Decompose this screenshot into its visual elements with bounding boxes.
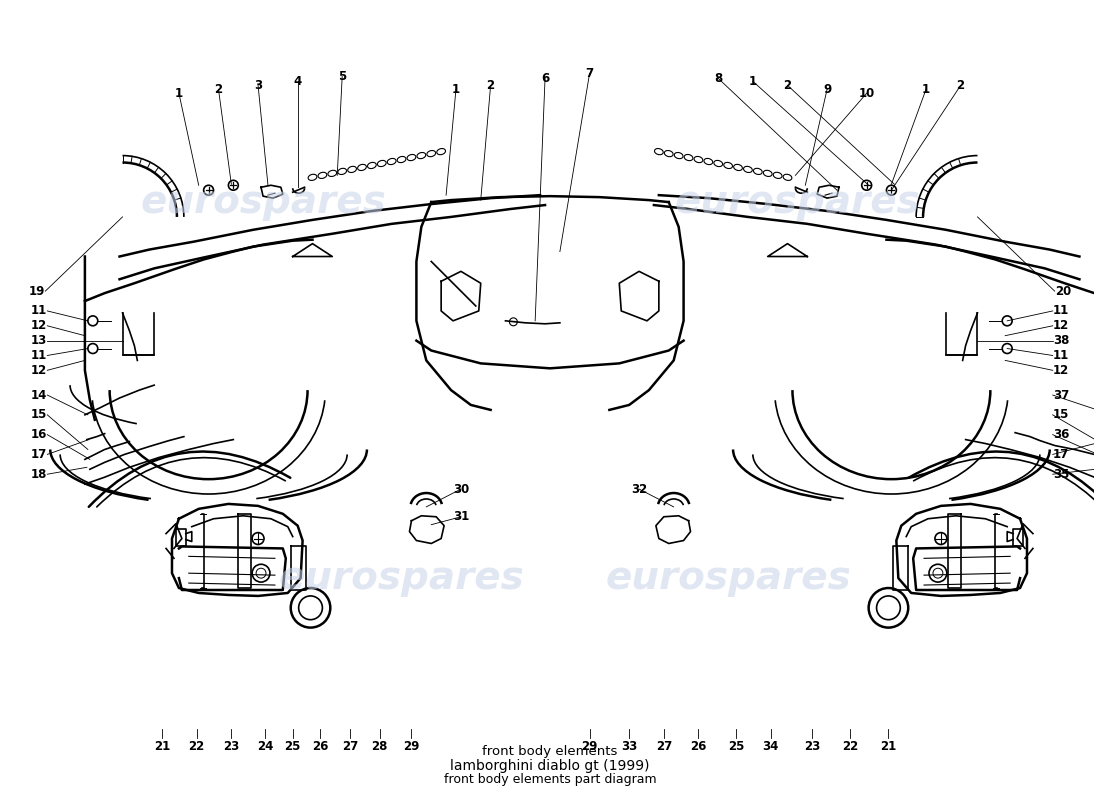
FancyArrowPatch shape xyxy=(914,458,1100,507)
Text: 9: 9 xyxy=(823,82,832,96)
Text: 2: 2 xyxy=(486,79,495,92)
Text: eurospares: eurospares xyxy=(605,559,851,597)
Text: 26: 26 xyxy=(312,740,329,753)
Text: 18: 18 xyxy=(31,468,47,481)
Text: 3: 3 xyxy=(254,79,262,92)
Text: 1: 1 xyxy=(175,86,183,100)
Text: 5: 5 xyxy=(338,70,346,83)
Text: 22: 22 xyxy=(188,740,205,753)
Text: eurospares: eurospares xyxy=(674,183,921,221)
Text: 28: 28 xyxy=(372,740,388,753)
Text: 15: 15 xyxy=(31,408,47,422)
Text: 11: 11 xyxy=(1053,349,1069,362)
Text: 17: 17 xyxy=(1053,448,1069,461)
Text: 2: 2 xyxy=(957,79,965,92)
Text: 11: 11 xyxy=(31,349,47,362)
Text: 35: 35 xyxy=(1053,468,1069,481)
Text: 25: 25 xyxy=(728,740,745,753)
FancyArrowPatch shape xyxy=(909,451,1100,507)
Text: eurospares: eurospares xyxy=(140,183,386,221)
Text: 1: 1 xyxy=(452,82,460,96)
Text: 27: 27 xyxy=(342,740,359,753)
Text: 20: 20 xyxy=(1055,285,1071,298)
Text: 19: 19 xyxy=(29,285,45,298)
Text: front body elements: front body elements xyxy=(482,745,618,758)
Text: 30: 30 xyxy=(453,482,469,495)
Text: 12: 12 xyxy=(31,364,47,377)
Text: 29: 29 xyxy=(582,740,597,753)
Text: 13: 13 xyxy=(31,334,47,347)
Text: 6: 6 xyxy=(541,72,549,85)
Text: 8: 8 xyxy=(714,72,723,85)
Text: 26: 26 xyxy=(691,740,706,753)
FancyArrowPatch shape xyxy=(89,451,290,507)
Text: 12: 12 xyxy=(1053,364,1069,377)
Text: 36: 36 xyxy=(1053,428,1069,441)
Text: 16: 16 xyxy=(31,428,47,441)
Text: 2: 2 xyxy=(783,79,792,92)
Text: 22: 22 xyxy=(842,740,858,753)
Text: 10: 10 xyxy=(858,86,874,100)
Text: 4: 4 xyxy=(294,75,301,88)
Text: 33: 33 xyxy=(621,740,637,753)
Text: 37: 37 xyxy=(1053,389,1069,402)
Text: 17: 17 xyxy=(31,448,47,461)
Text: lamborghini diablo gt (1999): lamborghini diablo gt (1999) xyxy=(450,759,650,773)
Text: 23: 23 xyxy=(223,740,240,753)
Text: 12: 12 xyxy=(1053,319,1069,332)
Text: 38: 38 xyxy=(1053,334,1069,347)
FancyArrowPatch shape xyxy=(97,458,285,507)
Text: 24: 24 xyxy=(256,740,273,753)
Text: 29: 29 xyxy=(404,740,419,753)
Text: 32: 32 xyxy=(631,482,647,495)
Text: 34: 34 xyxy=(762,740,779,753)
Text: 1: 1 xyxy=(922,82,931,96)
Text: 14: 14 xyxy=(31,389,47,402)
Text: 15: 15 xyxy=(1053,408,1069,422)
Text: 2: 2 xyxy=(214,82,222,96)
Text: eurospares: eurospares xyxy=(278,559,525,597)
Text: front body elements part diagram: front body elements part diagram xyxy=(443,773,657,786)
Text: 11: 11 xyxy=(1053,305,1069,318)
Text: 31: 31 xyxy=(453,510,469,523)
Text: 7: 7 xyxy=(585,67,594,80)
Text: 21: 21 xyxy=(880,740,896,753)
Text: 21: 21 xyxy=(154,740,170,753)
Text: 12: 12 xyxy=(31,319,47,332)
Text: 1: 1 xyxy=(749,75,757,88)
Text: 11: 11 xyxy=(31,305,47,318)
Text: 27: 27 xyxy=(656,740,672,753)
Text: 23: 23 xyxy=(804,740,821,753)
Text: 25: 25 xyxy=(285,740,301,753)
